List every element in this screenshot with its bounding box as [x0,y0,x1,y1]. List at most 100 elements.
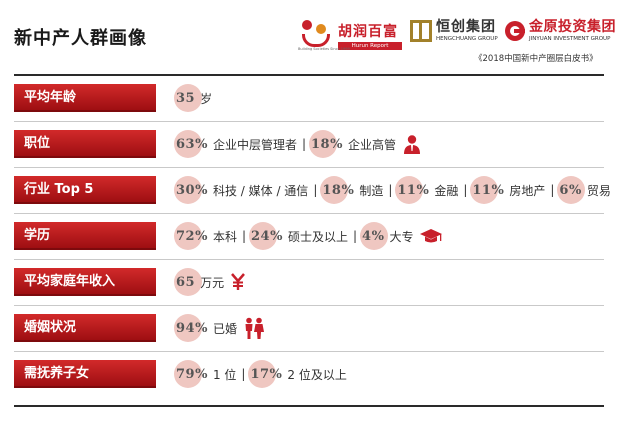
page-title: 新中产人群画像 [14,28,147,49]
stat-value: 6% [559,182,582,198]
stat-text: 岁 [200,91,213,106]
hengchuang-sub: HENGCHUANG GROUP [436,36,498,42]
row-divider [14,305,604,306]
stat-item: 79% 1 位 [174,360,237,388]
row-values: 35 岁 [174,84,213,112]
hengchuang-name: 恒创集团 [436,19,496,35]
stat-text: 金融 [434,183,459,198]
bottom-divider [14,405,604,407]
profile-row: 学历 72% 本科 | 24% 硕士及以上 | 4% 大专 [14,214,604,260]
stat-text: 1 位 [212,367,237,382]
stat-value: 4% [362,228,385,244]
profile-row: 需抚养子女 79% 1 位 | 17% 2 位及以上 [14,352,604,398]
highlight-circle [309,130,338,158]
row-label: 平均年龄 [14,84,156,112]
jinyuan-logo: 金原投资集团 JINYUAN INVESTMENT GROUP [505,20,616,42]
stat-item: 18% 制造 [320,176,384,204]
stat-value: 17% [250,366,283,382]
highlight-circle [248,360,277,388]
highlight-circle [174,314,202,342]
stat-item: 17% 2 位及以上 [248,360,347,388]
highlight-circle [360,222,389,250]
jinyuan-name: 金原投资集团 [529,19,616,35]
stat-text: 企业中层管理者 [212,137,297,152]
row-label: 需抚养子女 [14,360,156,388]
stat-item: 35 岁 [174,84,213,112]
stat-item: 30% 科技 / 媒体 / 通信 [174,176,309,204]
row-values: 94% 已婚 [174,314,265,342]
row-values: 79% 1 位 | 17% 2 位及以上 [174,360,347,388]
row-values: 30% 科技 / 媒体 / 通信 | 18% 制造 | 11% 金融 | 11% 房地产 | 6% 贸易 [174,176,611,204]
stat-item: 24% 硕士及以上 [249,222,348,250]
stat-item: 11% 金融 [395,176,459,204]
separator: | [241,367,246,381]
hurun-name: 胡润百富 [338,23,398,40]
source-note: 《2018中国新中产圈层白皮书》 [474,54,598,64]
profile-row: 行业 Top 5 30% 科技 / 媒体 / 通信 | 18% 制造 | 11% 金融 | 11% 房… [14,168,611,214]
stat-text: 制造 [359,183,384,198]
row-values: 72% 本科 | 24% 硕士及以上 | 4% 大专 [174,222,443,250]
separator: | [550,183,555,197]
top-divider [14,74,604,76]
stat-value: 24% [251,228,283,244]
row-label: 行业 Top 5 [14,176,156,204]
row-divider [14,121,604,122]
hurun-tagline: Hurun Report [338,41,402,50]
stat-text: 科技 / 媒体 / 通信 [212,183,309,198]
profile-row: 职位 63% 企业中层管理者 | 18% 企业高管 [14,122,604,168]
separator: | [313,183,318,197]
couple-icon [243,317,265,339]
stat-value: 79% [176,366,208,382]
row-values: 63% 企业中层管理者 | 18% 企业高管 [174,130,422,158]
highlight-circle [174,130,202,158]
stat-item: 65 万元 [174,268,225,296]
stat-text: 本科 [212,229,237,244]
stat-value: 11% [472,182,505,198]
stat-value: 35 [176,90,196,106]
highlight-circle [249,222,278,250]
stat-item: 11% 房地产 [470,176,546,204]
separator: | [352,229,358,243]
stat-text: 房地产 [509,183,546,198]
highlight-circle [174,360,202,388]
jinyuan-sub: JINYUAN INVESTMENT GROUP [529,36,611,42]
hengchuang-logo: 恒创集团 HENGCHUANG GROUP [410,20,498,42]
hurun-logo: Building Societies Since 1999 胡润百富 Hurun… [298,20,402,54]
stat-item: 63% 企业中层管理者 [174,130,297,158]
profile-row: 平均家庭年收入 65 万元 [14,260,604,306]
row-label: 学历 [14,222,156,250]
hurun-mark-icon: Building Societies Since 1999 [298,20,350,54]
highlight-circle [174,84,202,112]
stat-value: 63% [176,136,208,152]
profile-row: 婚姻状况 94% 已婚 [14,306,604,352]
highlight-circle [395,176,424,204]
row-values: 65 万元 [174,268,246,296]
stat-item: 18% 企业高管 [309,130,396,158]
yuan-icon [230,273,246,291]
separator: | [463,183,468,197]
stat-text: 万元 [200,275,225,290]
row-divider [14,167,604,168]
stat-value: 18% [311,136,343,152]
stat-item: 72% 本科 [174,222,237,250]
profile-row: 平均年龄 35 岁 [14,76,604,122]
row-divider [14,351,604,352]
graduation-cap-icon [419,227,443,245]
stat-value: 94% [176,320,208,336]
stat-value: 18% [322,182,355,198]
stat-value: 11% [397,182,430,198]
separator: | [241,229,247,243]
separator: | [388,183,393,197]
separator: | [301,137,307,151]
row-label: 职位 [14,130,156,158]
highlight-circle [174,176,202,204]
hengchuang-mark-icon [410,20,432,42]
stat-text: 已婚 [212,321,237,336]
jinyuan-mark-icon [505,21,525,41]
highlight-circle [174,222,202,250]
stat-text: 2 位及以上 [287,367,347,382]
highlight-circle [174,268,202,296]
row-divider [14,213,604,214]
stat-value: 72% [176,228,208,244]
stat-text: 企业高管 [347,137,396,152]
